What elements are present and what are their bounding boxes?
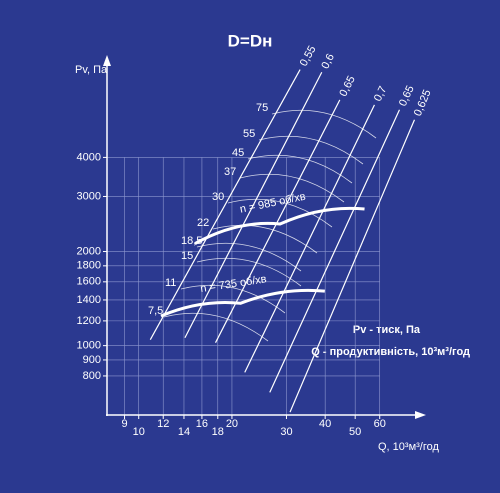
y-tick-label: 1800	[77, 260, 101, 272]
x-axis-arrow	[415, 411, 426, 419]
efficiency-line	[184, 71, 323, 339]
efficiency-line	[149, 69, 301, 340]
x-tick-label: 12	[157, 418, 169, 430]
power-arc	[212, 224, 318, 254]
x-tick-label: 16	[196, 418, 208, 430]
x-tick-label: 14	[178, 426, 190, 438]
y-axis-label: Pv, Па	[75, 64, 108, 76]
power-label: 37	[224, 166, 236, 178]
x-tick-label: 40	[319, 418, 331, 430]
legend-text: Pv - тиск, Па	[353, 324, 421, 336]
power-arc	[196, 257, 302, 287]
power-label: 22	[197, 217, 209, 229]
power-arc	[271, 109, 377, 139]
y-tick-label: 1600	[77, 276, 101, 288]
x-tick-label: 60	[374, 418, 386, 430]
power-label: 30	[212, 191, 224, 203]
power-arc	[227, 198, 333, 228]
x-tick-label: 30	[280, 426, 292, 438]
power-label: 11	[165, 277, 176, 289]
speed-curve	[160, 288, 325, 318]
efficiency-label: 0,7	[372, 84, 389, 103]
power-label: 15	[181, 250, 193, 262]
power-arc	[196, 242, 302, 272]
efficiency-line	[269, 109, 401, 393]
chart-title: D=Dн	[228, 31, 273, 50]
x-tick-label: 20	[226, 418, 238, 430]
speed-curve	[194, 206, 365, 245]
y-tick-label: 1200	[77, 315, 101, 327]
y-tick-label: 4000	[77, 151, 101, 163]
power-label: 45	[232, 147, 244, 159]
power-arc	[239, 173, 345, 203]
x-tick-label: 18	[212, 426, 224, 438]
efficiency-line	[289, 119, 416, 413]
legend-text: Q - продуктивність, 10³м³/год	[311, 346, 470, 358]
y-tick-label: 1000	[77, 340, 101, 352]
x-tick-label: 9	[121, 418, 127, 430]
y-tick-label: 800	[83, 370, 101, 382]
efficiency-line	[244, 104, 375, 373]
power-label: 7,5	[148, 305, 163, 317]
power-arc	[247, 154, 353, 184]
power-arc	[180, 284, 286, 314]
power-arc	[163, 312, 269, 342]
power-label: 18,5	[181, 235, 202, 247]
power-label: 55	[243, 128, 255, 140]
power-label: 75	[256, 102, 268, 114]
x-tick-label: 10	[133, 426, 145, 438]
y-tick-label: 1400	[77, 294, 101, 306]
plot-area: 8009001000120014001600180020003000400091…	[77, 44, 434, 438]
y-tick-label: 900	[83, 354, 101, 366]
y-tick-label: 3000	[77, 190, 101, 202]
x-tick-label: 50	[349, 426, 361, 438]
x-axis-label: Q, 10³м³/год	[378, 441, 439, 453]
y-axis-arrow	[103, 55, 111, 66]
power-arc	[258, 135, 364, 165]
y-tick-label: 2000	[77, 245, 101, 257]
